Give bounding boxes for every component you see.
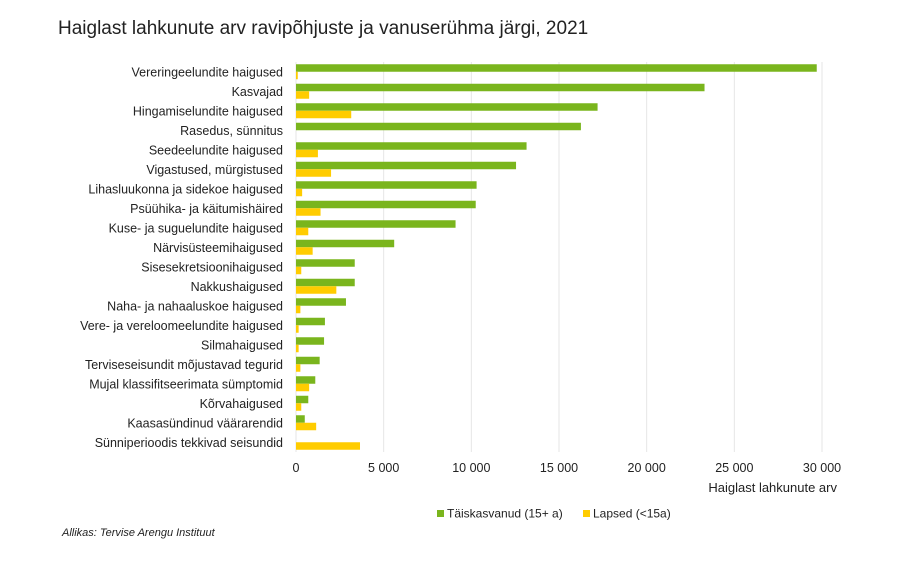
bar-children-17 (296, 403, 302, 411)
category-label-5: Vigastused, mürgistused (146, 163, 283, 177)
category-label-18: Kaasasündinud väärarendid (127, 416, 283, 430)
chart-title: Haiglast lahkunute arv ravipõhjuste ja v… (58, 18, 588, 39)
x-tick-label-0: 0 (293, 461, 300, 475)
category-label-1: Kasvajad (232, 85, 283, 99)
category-label-19: Sünniperioodis tekkivad seisundid (95, 436, 283, 450)
x-tick-label-5: 25 000 (715, 461, 753, 475)
bar-adults-13 (296, 317, 325, 326)
bar-children-19 (296, 442, 360, 450)
bar-adults-5 (296, 161, 517, 170)
bar-adults-1 (296, 83, 705, 92)
category-label-3: Rasedus, sünnitus (180, 124, 283, 138)
x-axis-title: Haiglast lahkunute arv (708, 480, 837, 495)
bar-children-15 (296, 364, 301, 372)
bar-adults-17 (296, 395, 309, 404)
bars (296, 64, 817, 450)
bar-children-8 (296, 227, 309, 236)
category-label-4: Seedeelundite haigused (149, 143, 283, 157)
bar-children-11 (296, 286, 337, 294)
bar-children-18 (296, 422, 317, 431)
bar-adults-6 (296, 181, 477, 189)
bar-children-10 (296, 266, 302, 275)
category-label-13: Vere- ja vereloomeelundite haigused (80, 319, 283, 333)
category-label-15: Terviseseisundit mõjustavad tegurid (85, 358, 283, 372)
category-label-17: Kõrvahaigused (200, 397, 283, 411)
category-label-7: Psüühika- ja käitumishäired (130, 202, 283, 216)
bar-adults-14 (296, 337, 325, 345)
category-label-2: Hingamiselundite haigused (133, 104, 283, 118)
x-tick-label-2: 10 000 (452, 461, 490, 475)
x-tick-label-1: 5 000 (368, 461, 399, 475)
bar-children-2 (296, 110, 352, 119)
bar-children-12 (296, 305, 301, 314)
category-label-6: Lihasluukonna ja sidekoe haigused (88, 182, 283, 196)
x-tick-labels: 0 5 000 10 000 15 000 20 000 25 000 30 000 (293, 461, 842, 475)
category-label-9: Närvisüsteemihaigused (153, 241, 283, 255)
bar-adults-8 (296, 220, 456, 228)
legend-label-1: Lapsed (<15a) (593, 507, 671, 521)
bar-children-1 (296, 91, 310, 99)
bar-adults-16 (296, 376, 316, 384)
bar-adults-9 (296, 239, 395, 248)
gridlines (295, 62, 823, 452)
bar-children-4 (296, 149, 318, 158)
category-label-12: Naha- ja nahaaluskoe haigused (107, 299, 283, 313)
category-label-10: Sisesekretsioonihaigused (141, 260, 283, 274)
bar-adults-0 (296, 64, 817, 72)
bar-adults-10 (296, 259, 355, 267)
legend-label-0: Täiskasvanud (15+ a) (447, 507, 563, 521)
bar-adults-12 (296, 298, 346, 306)
category-label-11: Nakkushaigused (191, 280, 283, 294)
bar-adults-7 (296, 200, 476, 209)
bar-children-13 (296, 325, 299, 333)
bar-adults-3 (296, 122, 581, 131)
x-tick-label-4: 20 000 (628, 461, 666, 475)
category-label-16: Mujal klassifitseerimata sümptomid (89, 377, 283, 391)
bar-adults-4 (296, 142, 527, 150)
bar-children-0 (296, 71, 298, 80)
source-note: Allikas: Tervise Arengu Instituut (61, 527, 216, 539)
category-label-8: Kuse- ja suguelundite haigused (109, 221, 283, 235)
bar-children-5 (296, 169, 332, 177)
bar-children-16 (296, 383, 310, 392)
bar-children-9 (296, 247, 313, 255)
x-tick-label-6: 30 000 (803, 461, 841, 475)
x-tick-label-3: 15 000 (540, 461, 578, 475)
bar-adults-11 (296, 278, 355, 287)
legend-swatch-1 (583, 510, 590, 517)
bar-adults-18 (296, 415, 305, 423)
category-label-0: Vereringeelundite haigused (131, 65, 283, 79)
legend: Täiskasvanud (15+ a) Lapsed (<15a) (437, 507, 671, 521)
bar-children-7 (296, 208, 321, 216)
bar-adults-15 (296, 356, 320, 365)
category-label-14: Silmahaigused (201, 338, 283, 352)
bar-adults-2 (296, 103, 598, 111)
legend-swatch-0 (437, 510, 444, 517)
bar-children-14 (296, 344, 299, 353)
bar-children-6 (296, 188, 303, 197)
category-labels: Vereringeelundite haigused Kasvajad Hingam… (80, 65, 283, 450)
